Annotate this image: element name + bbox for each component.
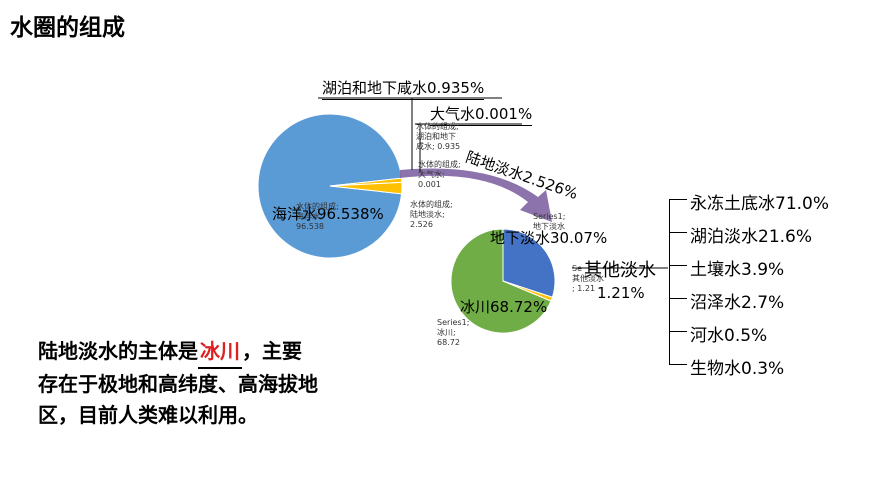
note-text: ，主要存在于极地和高纬度、高海拔地区，目前人类难以利用。 — [38, 339, 318, 427]
list-item: 河水0.5% — [690, 326, 768, 346]
summary-note: 陆地淡水的主体是 冰川 ，主要存在于极地和高纬度、高海拔地区，目前人类难以利用。 — [38, 336, 318, 431]
list-item: 土壤水3.9% — [690, 260, 785, 280]
pie-chart-water-composition — [257, 113, 403, 259]
leader-line-saline — [318, 97, 502, 170]
label-groundwater: 地下淡水30.07% — [490, 229, 608, 247]
bracket-tick — [669, 199, 687, 200]
pie-slice-land-freshwater — [329, 181, 403, 195]
arrow-icon — [400, 168, 552, 222]
data-label-atmosphere: 水体的组成; 大气水; 0.001 — [418, 160, 461, 189]
list-item: 湖泊淡水21.6% — [690, 227, 813, 247]
bracket-line — [669, 199, 670, 364]
bracket-tick — [669, 265, 687, 266]
data-label-ocean: 水体的组成; 海洋水; 96.538 — [296, 202, 339, 231]
note-text: 陆地淡水的主体是 — [38, 339, 198, 363]
label-atmosphere: 大气水0.001% — [430, 103, 533, 126]
data-label-saline: 水体的组成; 湖泊和地下 咸水; 0.935 — [416, 122, 461, 151]
pie-slice-glacier — [450, 228, 552, 334]
label-ocean: 海洋水96.538% — [272, 205, 384, 223]
pie-slice-groundwater — [502, 228, 556, 298]
pie-slice-ocean — [257, 113, 403, 259]
bracket-tick — [669, 298, 687, 299]
data-label-other: Se 其他淡水 ; 1.21 — [572, 264, 604, 293]
label-other-freshwater: 其他淡水 — [584, 260, 656, 281]
data-label-glacier: Series1; 冰川; 68.72 — [437, 318, 470, 347]
label-other-freshwater-value: 1.21% — [597, 284, 645, 302]
label-saline-lake: 湖泊和地下咸水0.935% — [322, 77, 485, 100]
pie-slice-other-freshwater — [502, 280, 554, 302]
pie-chart-land-freshwater — [450, 228, 556, 334]
data-label-groundwater: Series1; 地下淡水 — [533, 212, 566, 231]
list-item: 永冻土底冰71.0% — [690, 194, 830, 214]
page-title: 水圈的组成 — [10, 15, 125, 41]
bracket-tick — [669, 232, 687, 233]
list-item: 生物水0.3% — [690, 359, 785, 379]
bracket-tick — [669, 331, 687, 332]
list-item: 沼泽水2.7% — [690, 293, 785, 313]
answer-blank: 冰川 — [198, 336, 242, 369]
data-label-land-freshwater: 水体的组成; 陆地淡水; 2.526 — [410, 200, 453, 229]
bracket-tick — [669, 364, 687, 365]
label-glacier: 冰川68.72% — [460, 298, 548, 316]
leader-line-atmosphere — [415, 123, 522, 172]
